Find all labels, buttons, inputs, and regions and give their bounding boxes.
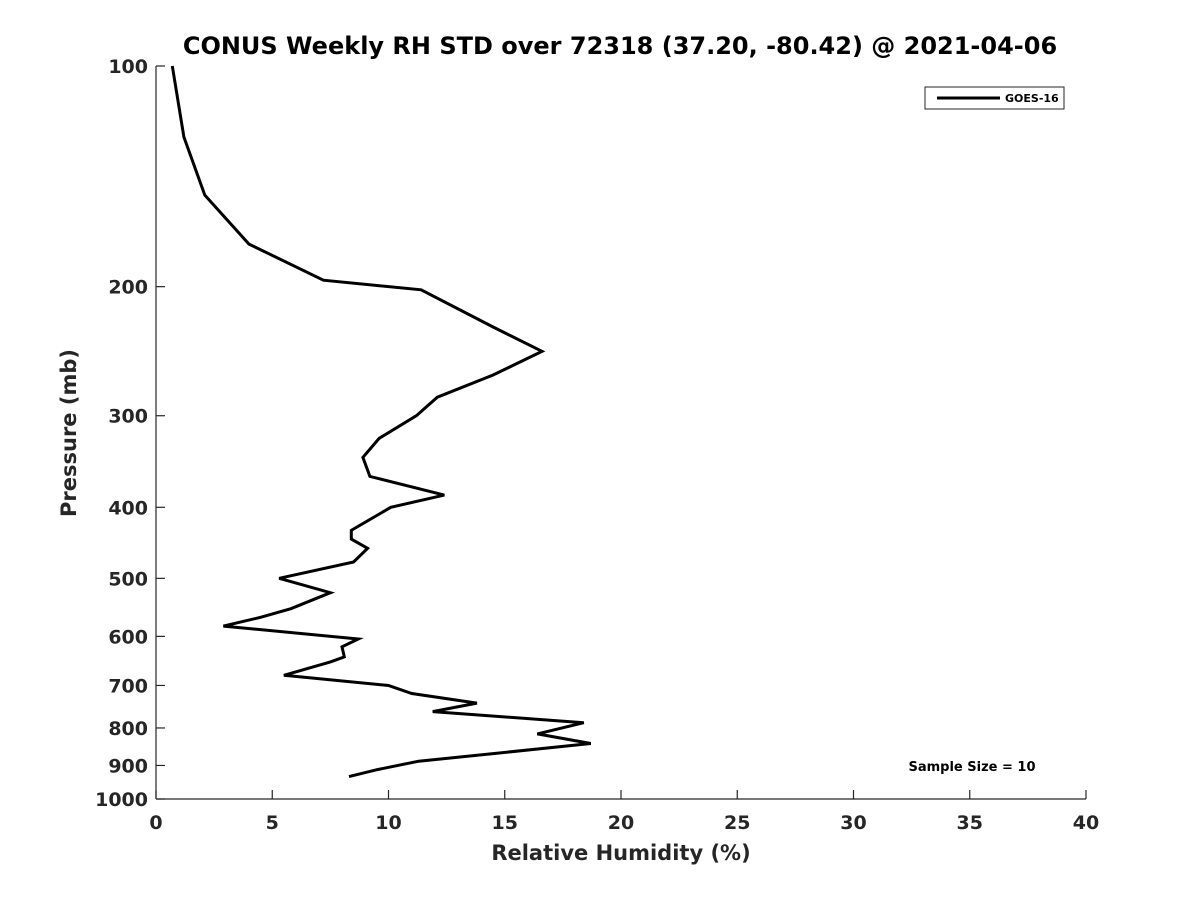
x-tick-label: 0 [149,812,162,834]
x-axis-label: Relative Humidity (%) [491,841,750,865]
chart-title: CONUS Weekly RH STD over 72318 (37.20, -… [183,32,1057,60]
y-tick-label: 400 [108,497,148,519]
x-tick-label: 20 [608,812,634,834]
x-tick-label: 30 [840,812,866,834]
y-tick-label: 500 [108,568,148,590]
plot-area: 0 5 10 15 20 25 30 35 40 100 200 300 400 500 600 700 80… [95,56,1099,834]
x-tick-label: 25 [724,812,750,834]
y-ticks: 100 200 300 400 500 600 700 800 900 1000 [95,56,165,811]
y-tick-label: 900 [108,755,148,777]
y-axis-label: Pressure (mb) [57,349,81,517]
x-tick-label: 10 [375,812,401,834]
x-tick-label: 15 [492,812,518,834]
x-tick-label: 35 [957,812,983,834]
legend: GOES-16 [924,86,1065,110]
x-tick-label: 5 [266,812,279,834]
y-tick-label: 800 [108,718,148,740]
y-tick-label: 1000 [95,789,148,811]
y-tick-label: 100 [108,56,148,78]
y-tick-label: 600 [108,626,148,648]
series-layer [170,65,592,779]
x-tick-label: 40 [1073,812,1099,834]
legend-label-goes-16: GOES-16 [1005,92,1059,105]
sample-size-annotation: Sample Size = 10 [908,760,1035,775]
x-ticks: 0 5 10 15 20 25 30 35 40 [149,790,1099,834]
y-tick-label: 700 [108,675,148,697]
series-line-goes-16 [170,65,592,779]
y-tick-label: 200 [108,277,148,299]
y-tick-label: 300 [108,406,148,428]
